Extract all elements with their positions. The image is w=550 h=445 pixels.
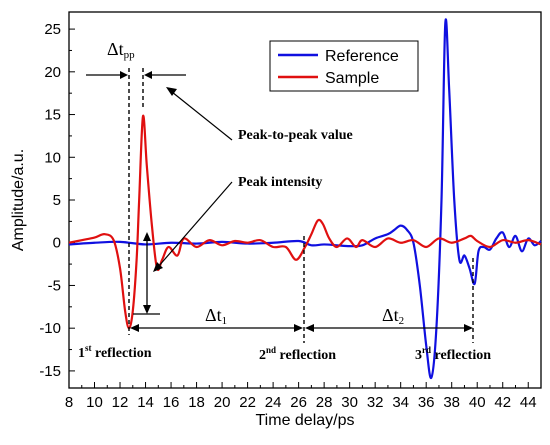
peak-intensity-pointer bbox=[157, 181, 233, 268]
x-tick-label: 24 bbox=[265, 394, 282, 411]
x-tick-label: 22 bbox=[239, 394, 256, 411]
x-tick-label: 28 bbox=[316, 394, 333, 411]
x-tick-label: 34 bbox=[392, 394, 409, 411]
dtpp-right-arrowhead bbox=[144, 71, 152, 79]
x-tick-label: 26 bbox=[290, 394, 307, 411]
legend-box bbox=[269, 40, 419, 92]
y-axis-ticks: -15 -10 -5 0 5 10 15 20 25 bbox=[39, 21, 75, 380]
x-tick-label: 20 bbox=[214, 394, 231, 411]
annotation-dt2: Δt2 bbox=[382, 305, 404, 327]
x-tick-label: 36 bbox=[418, 394, 435, 411]
y-tick-label: 0 bbox=[53, 235, 61, 252]
dt2-arrowhead-right bbox=[464, 324, 473, 332]
series-line-sample bbox=[68, 114, 542, 330]
x-tick-label: 10 bbox=[86, 394, 103, 411]
peak-to-peak-pointer bbox=[171, 91, 233, 141]
reflection-label-1: 1st reflection bbox=[78, 343, 152, 361]
legend-label-reference: Reference bbox=[325, 48, 399, 65]
legend-label-sample: Sample bbox=[325, 70, 379, 87]
reflection-label-3: 3rd reflection bbox=[415, 345, 491, 363]
dt2-arrowhead-left bbox=[305, 324, 314, 332]
x-tick-label: 42 bbox=[494, 394, 511, 411]
y-tick-label: -5 bbox=[48, 277, 61, 294]
reflection-label-2: 2nd reflection bbox=[259, 345, 336, 363]
y-tick-label: 5 bbox=[53, 192, 61, 209]
x-axis-ticks: 8 10 12 14 16 18 20 22 24 26 28 30 32 34 36 38 40 42 44 bbox=[65, 382, 537, 411]
peak-intensity-arrowhead bbox=[153, 262, 163, 272]
x-tick-label: 14 bbox=[137, 394, 154, 411]
legend: Reference Sample bbox=[269, 40, 419, 92]
x-tick-label: 40 bbox=[469, 394, 486, 411]
x-tick-label: 12 bbox=[112, 394, 129, 411]
peak-to-peak-arrowhead bbox=[166, 87, 177, 96]
y-tick-label: 15 bbox=[44, 107, 61, 124]
y-tick-label: 25 bbox=[44, 21, 61, 38]
y-axis-title: Amplitude/a.u. bbox=[10, 149, 27, 251]
annotations: Δtpp Peak-to-peak value Peak intensity Δ… bbox=[78, 39, 491, 363]
x-tick-label: 16 bbox=[163, 394, 180, 411]
dt1-arrowhead-left bbox=[130, 324, 139, 332]
x-tick-label: 18 bbox=[188, 394, 205, 411]
dtpp-left-arrowhead bbox=[120, 71, 128, 79]
x-tick-label: 44 bbox=[520, 394, 537, 411]
dt1-arrowhead-right bbox=[294, 324, 303, 332]
y-tick-label: -10 bbox=[39, 320, 61, 337]
annotation-dtpp: Δtpp bbox=[107, 39, 135, 61]
peak-intensity-bar-bottom bbox=[143, 305, 151, 314]
y-tick-label: 20 bbox=[44, 64, 61, 81]
x-axis-title: Time delay/ps bbox=[256, 412, 355, 429]
x-tick-label: 32 bbox=[367, 394, 384, 411]
x-tick-label: 8 bbox=[65, 394, 73, 411]
series-layer bbox=[68, 18, 542, 379]
y-tick-label: 10 bbox=[44, 149, 61, 166]
series-line-reference bbox=[68, 18, 542, 379]
x-tick-label: 38 bbox=[443, 394, 460, 411]
annotation-peak-intensity: Peak intensity bbox=[238, 175, 322, 190]
annotation-dt1: Δt1 bbox=[205, 305, 227, 327]
annotation-peak-to-peak: Peak-to-peak value bbox=[238, 128, 353, 143]
peak-intensity-bar-top bbox=[143, 232, 151, 241]
x-tick-label: 30 bbox=[341, 394, 358, 411]
y-tick-label: -15 bbox=[39, 363, 61, 380]
